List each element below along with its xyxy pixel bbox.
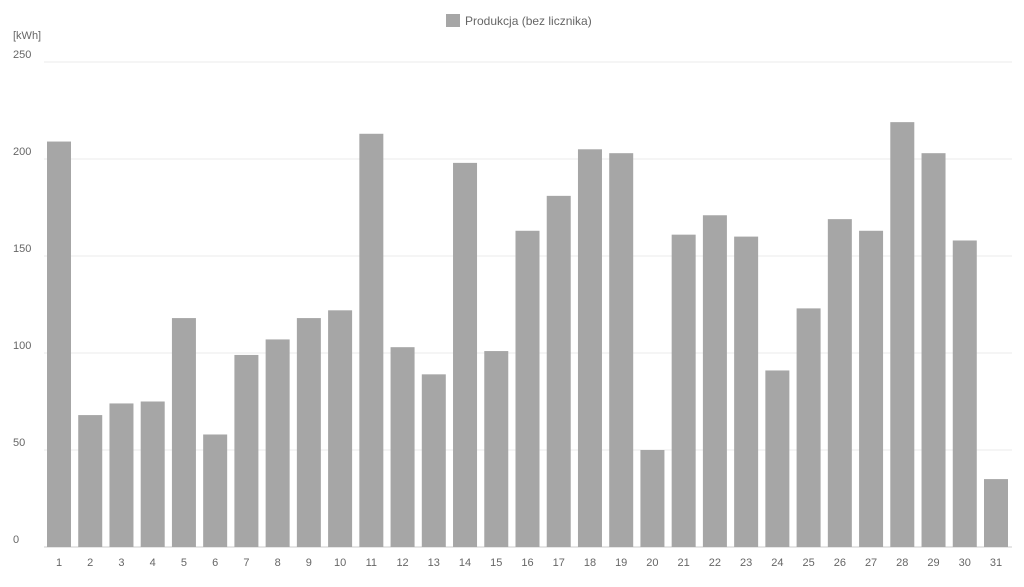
- x-tick-label: 31: [990, 557, 1002, 569]
- x-tick-label: 24: [771, 557, 783, 569]
- legend-swatch: [446, 14, 460, 27]
- x-tick-label: 9: [306, 557, 312, 569]
- x-tick-label: 14: [459, 557, 471, 569]
- bar-day-31[interactable]: [984, 479, 1008, 547]
- bar-day-8[interactable]: [265, 339, 290, 547]
- bar-day-22[interactable]: [702, 215, 727, 547]
- x-tick-label: 20: [646, 557, 658, 569]
- bar-day-25[interactable]: [796, 308, 821, 547]
- bar-day-18[interactable]: [577, 149, 602, 548]
- x-tick-label: 21: [678, 557, 690, 569]
- x-tick-label: 13: [428, 557, 440, 569]
- bar-day-1[interactable]: [47, 141, 71, 548]
- x-tick-label: 30: [959, 557, 971, 569]
- x-tick-label: 7: [243, 557, 249, 569]
- bar-day-5[interactable]: [171, 318, 196, 547]
- bar-day-19[interactable]: [609, 153, 634, 547]
- y-tick-label: 0: [13, 534, 19, 546]
- x-tick-label: 15: [490, 557, 502, 569]
- bar-day-26[interactable]: [827, 219, 852, 547]
- bar-day-4[interactable]: [140, 401, 165, 548]
- y-tick-label: 150: [13, 243, 31, 255]
- bar-day-24[interactable]: [765, 370, 790, 547]
- bar-day-20[interactable]: [640, 450, 665, 547]
- bar-day-17[interactable]: [546, 195, 571, 548]
- x-tick-label: 4: [150, 557, 156, 569]
- bar-day-27[interactable]: [859, 230, 884, 547]
- legend-label: Produkcja (bez licznika): [465, 14, 592, 28]
- bar-day-7[interactable]: [234, 354, 259, 547]
- x-tick-label: 23: [740, 557, 752, 569]
- y-axis-ticks: 0 50 100 150 200 250: [13, 49, 31, 546]
- x-tick-label: 18: [584, 557, 596, 569]
- bar-day-28[interactable]: [890, 122, 915, 547]
- bar-day-14[interactable]: [453, 162, 478, 547]
- bar-day-3[interactable]: [109, 403, 134, 547]
- bar-day-29[interactable]: [921, 153, 946, 547]
- x-tick-label: 8: [275, 557, 281, 569]
- x-tick-label: 5: [181, 557, 187, 569]
- x-tick-label: 22: [709, 557, 721, 569]
- bars: [47, 122, 1008, 548]
- bar-day-16[interactable]: [515, 230, 540, 547]
- x-tick-label: 17: [553, 557, 565, 569]
- x-tick-label: 16: [521, 557, 533, 569]
- bar-day-11[interactable]: [359, 133, 384, 547]
- x-tick-label: 26: [834, 557, 846, 569]
- x-tick-label: 12: [396, 557, 408, 569]
- bar-day-6[interactable]: [203, 434, 228, 547]
- bar-day-2[interactable]: [78, 415, 103, 547]
- x-tick-label: 3: [118, 557, 124, 569]
- y-tick-label: 250: [13, 49, 31, 61]
- bar-day-30[interactable]: [952, 240, 977, 548]
- x-axis-ticks: 1 2 3 4 5 6 7 8 9 10 11 12 13 14 15 16 17 18 19 20 21 22 23 24 2…: [56, 557, 1002, 569]
- x-tick-label: 6: [212, 557, 218, 569]
- x-tick-label: 29: [927, 557, 939, 569]
- x-tick-label: 25: [802, 557, 814, 569]
- x-tick-label: 19: [615, 557, 627, 569]
- bar-day-10[interactable]: [328, 310, 353, 547]
- bar-day-15[interactable]: [484, 351, 509, 547]
- bar-day-12[interactable]: [390, 347, 415, 547]
- bar-day-21[interactable]: [671, 234, 696, 547]
- bar-day-9[interactable]: [296, 318, 321, 547]
- y-tick-label: 200: [13, 146, 31, 158]
- legend[interactable]: Produkcja (bez licznika): [446, 14, 592, 28]
- bar-day-23[interactable]: [734, 236, 759, 547]
- x-tick-label: 27: [865, 557, 877, 569]
- x-tick-label: 2: [87, 557, 93, 569]
- x-tick-label: 28: [896, 557, 908, 569]
- x-tick-label: 1: [56, 557, 62, 569]
- y-tick-label: 50: [13, 437, 25, 449]
- y-axis-label: [kWh]: [13, 30, 41, 42]
- x-tick-label: 10: [334, 557, 346, 569]
- y-tick-label: 100: [13, 340, 31, 352]
- x-tick-label: 11: [366, 557, 377, 569]
- bar-day-13[interactable]: [421, 374, 446, 547]
